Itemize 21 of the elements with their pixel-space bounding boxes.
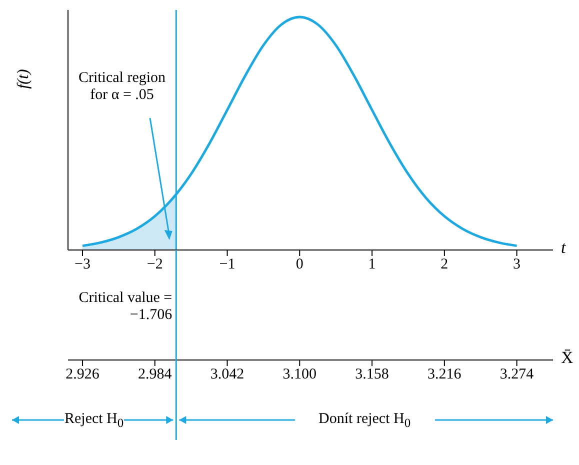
x2-tick-label: 3.216	[428, 366, 462, 383]
x-tick-label: −2	[146, 256, 163, 273]
x-tick-label: −3	[74, 256, 90, 273]
y-axis-title: f(t)	[14, 69, 33, 89]
text: Donít reject H$_{0}$	[318, 411, 411, 430]
x-tick-label: 2	[440, 256, 448, 273]
x2-tick-label: 3.100	[282, 366, 317, 383]
x2-tick-label: 3.042	[210, 366, 244, 383]
ref-line-label: Critical value = −1.706	[78, 290, 172, 324]
x2-tick-label: 3.158	[355, 366, 389, 383]
x-axis-title: t	[561, 238, 566, 258]
x2-tick-label: 2.926	[66, 366, 100, 383]
text: Reject H$_{0}$	[64, 411, 124, 430]
x2-axis-title: X̄	[561, 348, 574, 368]
annotation: Critical region for α = .05	[78, 70, 166, 103]
x2-tick-label: 2.984	[138, 366, 172, 383]
x2-tick-label: 3.274	[500, 366, 534, 383]
x-tick-label: 3	[513, 256, 521, 273]
x-tick-label: 0	[296, 256, 304, 273]
x-tick-label: 1	[368, 256, 376, 273]
x-tick-label: −1	[219, 256, 236, 273]
